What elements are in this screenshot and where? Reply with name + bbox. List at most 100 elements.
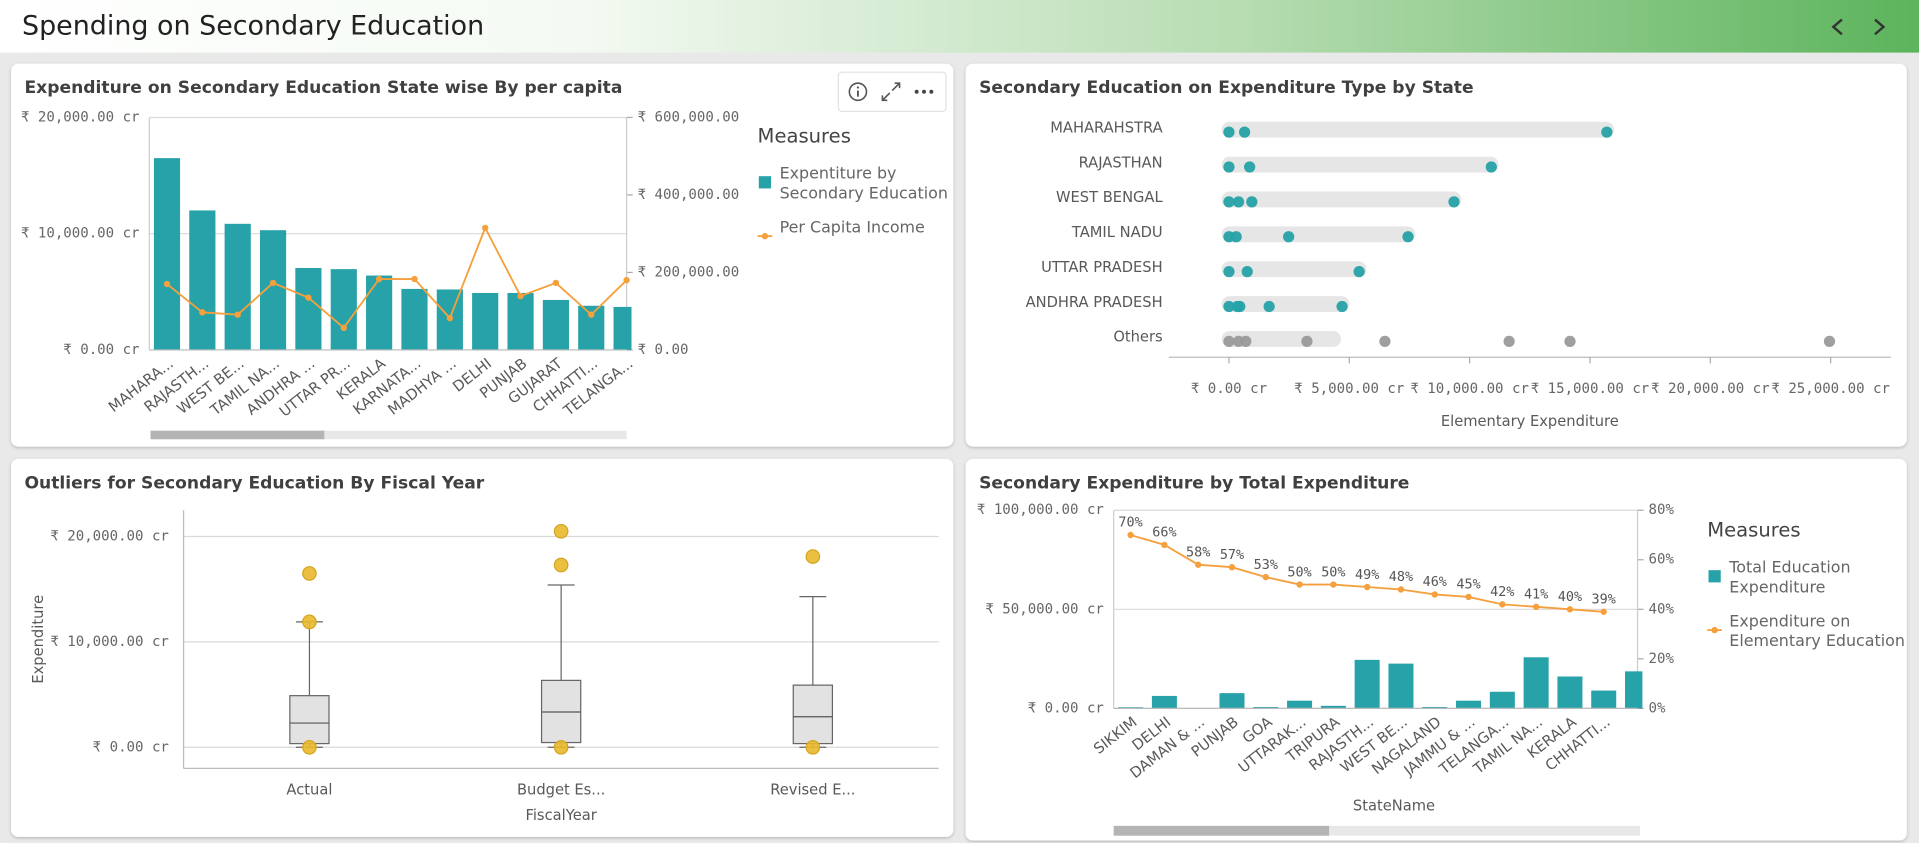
scrollbar-thumb[interactable] [1113, 825, 1330, 836]
text-line: Expenditure [1729, 577, 1825, 596]
y-tick-label: ₹ 10,000.00 cr [50, 634, 169, 650]
x-tick-label: ₹ 10,000.00 cr [1410, 381, 1529, 397]
y-tick-label: ₹ 10,000.00 cr [21, 226, 140, 242]
data-label: 50% [1287, 565, 1311, 580]
prev-button[interactable] [1831, 18, 1843, 36]
line-point [1566, 606, 1574, 613]
y2-tick-label: ₹ 0.00 [638, 342, 689, 358]
scrollbar-track[interactable] [150, 430, 627, 440]
bar [401, 288, 428, 350]
bar [153, 158, 181, 350]
text-line: Expenditure on [1729, 611, 1855, 630]
x-tick-label: ₹ 20,000.00 cr [1651, 381, 1770, 397]
scrollbar-thumb[interactable] [150, 430, 325, 440]
expand-button[interactable] [881, 82, 901, 102]
line-point [482, 224, 489, 232]
line-point [199, 309, 206, 316]
header-bar [0, 0, 1919, 53]
line-point [1600, 608, 1607, 615]
scrollbar-track[interactable] [1113, 825, 1640, 836]
x-tick-label: Actual [286, 781, 332, 798]
more-dot [914, 89, 919, 94]
outlier [553, 739, 569, 755]
line-point [517, 292, 524, 300]
line-point [1296, 581, 1303, 588]
range-bar [1221, 261, 1367, 278]
outlier [302, 739, 317, 755]
panel-toolbar [837, 71, 947, 112]
line-point [375, 275, 383, 283]
bar [1287, 700, 1313, 709]
outlier [805, 549, 821, 564]
dot [1301, 335, 1313, 347]
x-tick-label: ₹ 25,000.00 cr [1771, 381, 1890, 397]
x-tick-label: Budget Es... [517, 781, 605, 798]
more-button[interactable] [914, 89, 934, 94]
text-line: Expentiture by [780, 163, 902, 182]
bar [1625, 671, 1643, 709]
data-label: 53% [1254, 558, 1278, 573]
y-category-label: UTTAR PRADESH [1041, 259, 1163, 276]
bar [613, 306, 632, 350]
panel [11, 63, 954, 447]
bar [224, 223, 251, 350]
bar [1219, 693, 1245, 709]
line-point [1262, 573, 1269, 581]
legend-label: Per Capita Income [780, 217, 925, 236]
dot [1230, 231, 1242, 243]
plot-area [1118, 531, 1643, 709]
range-bar [1221, 226, 1416, 243]
more-dot [929, 89, 934, 94]
bar [507, 292, 534, 350]
bar [1489, 691, 1515, 709]
dot [1223, 265, 1235, 278]
bar [472, 292, 499, 350]
dot [1241, 265, 1253, 278]
info-button[interactable] [848, 82, 868, 102]
y-category-label: WEST BENGAL [1056, 189, 1163, 206]
dot [1263, 300, 1275, 313]
range-bar [1221, 296, 1350, 312]
bar [1253, 707, 1279, 709]
panel [965, 458, 1907, 841]
line-point [588, 311, 595, 318]
bar [1523, 657, 1549, 709]
dot [1564, 335, 1576, 347]
data-label: 50% [1321, 565, 1345, 580]
line-point [1161, 541, 1168, 549]
y-tick-label: ₹ 0.00 cr [63, 342, 139, 358]
line-point [1431, 591, 1438, 598]
y-category-label: TAMIL NADU [1071, 224, 1163, 241]
x-tick-label: ₹ 0.00 cr [1191, 381, 1267, 397]
text-line: Total Education [1728, 557, 1855, 576]
bar [1557, 676, 1583, 709]
x-tick-label: Revised E... [770, 781, 855, 798]
next-button[interactable] [1874, 18, 1886, 36]
chart: MAHARAHSTRA RAJASTHAN WEST BENGAL TAMIL NAD… [1026, 119, 1891, 430]
panel-title: Secondary Expenditure by Total Expenditu… [979, 473, 1409, 493]
x-axis-label: Elementary Expenditure [1441, 413, 1619, 430]
outlier [302, 614, 317, 630]
bar [1151, 695, 1177, 709]
panel-title: Secondary Education on Expenditure Type … [979, 78, 1474, 98]
line-point [234, 311, 241, 318]
y2-tick-label: 20% [1649, 651, 1675, 667]
line-point [1127, 531, 1134, 539]
box [289, 695, 330, 745]
outlier [302, 566, 317, 581]
legend-swatch [1711, 626, 1718, 634]
legend-title: Measures [1707, 519, 1800, 542]
dot [1353, 265, 1365, 278]
legend-swatch [758, 176, 772, 189]
bar [189, 210, 216, 350]
dot [1448, 196, 1460, 208]
dot [1485, 161, 1497, 173]
line-point [269, 279, 277, 287]
plot-area [153, 158, 632, 350]
dot [1240, 335, 1252, 347]
dot [1246, 196, 1258, 208]
box [792, 684, 834, 745]
page-title: Spending on Secondary Education [22, 10, 484, 41]
y2-tick-label: 40% [1649, 601, 1675, 617]
